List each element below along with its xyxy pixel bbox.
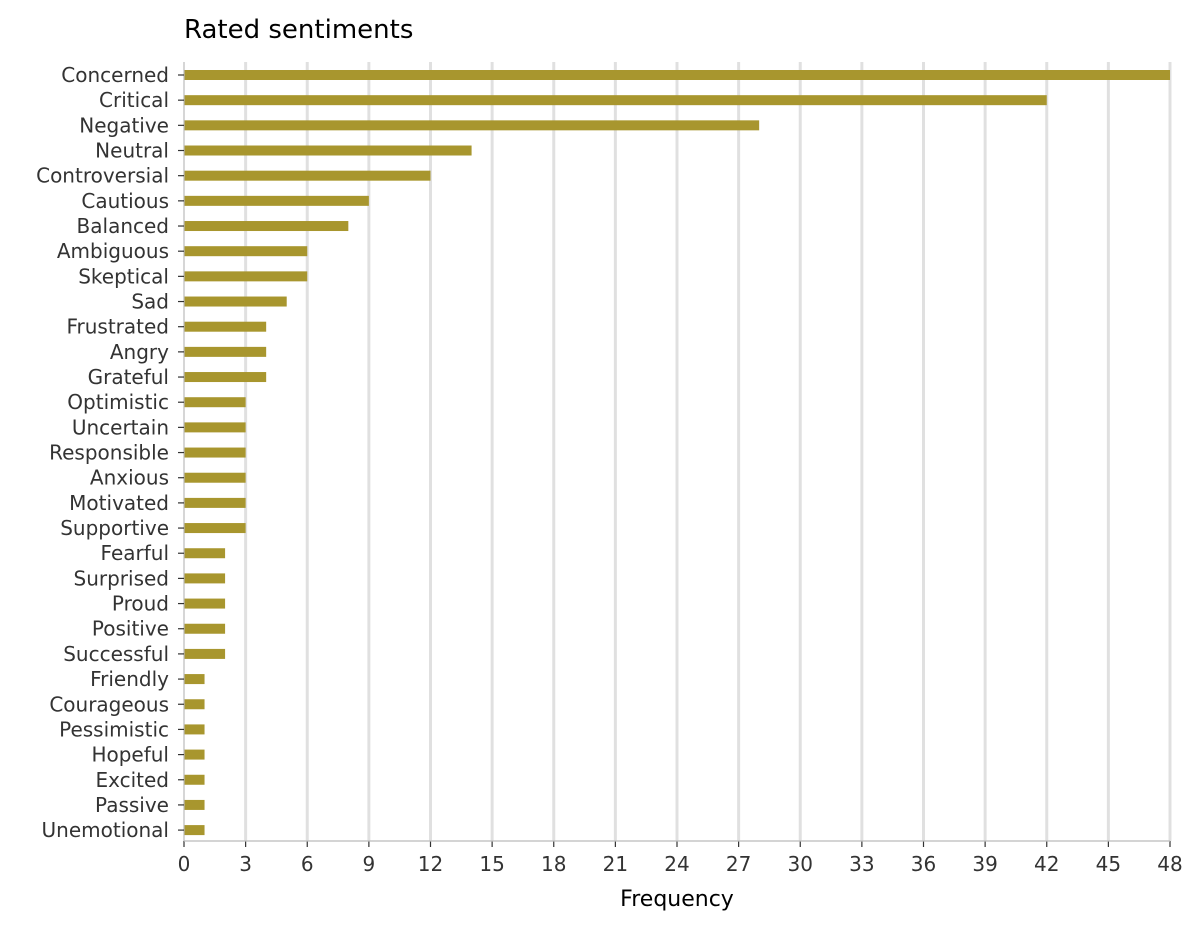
bars bbox=[184, 70, 1170, 836]
category-label: Supportive bbox=[60, 516, 169, 540]
category-label: Skeptical bbox=[78, 264, 169, 288]
category-label: Courageous bbox=[49, 692, 169, 716]
x-tick-label: 9 bbox=[363, 852, 376, 876]
bar bbox=[184, 623, 226, 634]
bar bbox=[184, 195, 369, 206]
category-label: Angry bbox=[110, 340, 169, 364]
category-label: Friendly bbox=[90, 667, 169, 691]
bar bbox=[184, 497, 246, 508]
chart-title: Rated sentiments bbox=[184, 15, 413, 45]
category-label: Balanced bbox=[77, 214, 169, 238]
category-label: Frustrated bbox=[66, 315, 169, 339]
x-tick-label: 27 bbox=[726, 852, 751, 876]
x-tick-label: 21 bbox=[603, 852, 628, 876]
x-tick-label: 30 bbox=[788, 852, 813, 876]
bar bbox=[184, 422, 246, 433]
x-tick-label: 15 bbox=[479, 852, 504, 876]
category-label: Cautious bbox=[81, 189, 169, 213]
bar bbox=[184, 246, 308, 257]
bar bbox=[184, 598, 226, 609]
bar bbox=[184, 548, 226, 559]
category-label: Ambiguous bbox=[57, 239, 169, 263]
x-tick-label: 24 bbox=[664, 852, 689, 876]
bar bbox=[184, 120, 760, 131]
bar bbox=[184, 573, 226, 584]
category-label: Neutral bbox=[95, 139, 169, 163]
bar bbox=[184, 70, 1170, 80]
category-label: Unemotional bbox=[42, 818, 169, 842]
bar bbox=[184, 271, 308, 282]
x-tick-label: 12 bbox=[418, 852, 443, 876]
category-label: Responsible bbox=[49, 441, 169, 465]
bar bbox=[184, 346, 267, 357]
x-tick-label: 42 bbox=[1034, 852, 1059, 876]
bar bbox=[184, 397, 246, 408]
x-tick-label: 33 bbox=[849, 852, 874, 876]
category-label: Surprised bbox=[74, 566, 170, 590]
bar bbox=[184, 749, 205, 760]
grid-lines bbox=[244, 62, 1172, 841]
bar bbox=[184, 472, 246, 483]
x-tick-label: 3 bbox=[239, 852, 252, 876]
bar bbox=[184, 145, 472, 156]
category-label: Pessimistic bbox=[59, 717, 169, 741]
category-label: Fearful bbox=[101, 541, 169, 565]
category-label: Uncertain bbox=[72, 415, 169, 439]
bar bbox=[184, 447, 246, 458]
category-label: Motivated bbox=[69, 491, 169, 515]
category-label: Concerned bbox=[61, 63, 169, 87]
category-label: Sad bbox=[131, 290, 169, 314]
category-label: Controversial bbox=[36, 164, 169, 188]
bar bbox=[184, 774, 205, 785]
bar bbox=[184, 372, 267, 383]
bar bbox=[184, 321, 267, 332]
x-tick-label: 39 bbox=[972, 852, 997, 876]
bar bbox=[184, 648, 226, 659]
bar bbox=[184, 221, 349, 232]
category-label: Successful bbox=[63, 642, 169, 666]
category-label: Negative bbox=[79, 113, 169, 137]
category-label: Excited bbox=[95, 768, 169, 792]
x-tick-label: 0 bbox=[178, 852, 191, 876]
bar bbox=[184, 674, 205, 685]
category-labels: ConcernedCriticalNegativeNeutralControve… bbox=[36, 63, 169, 842]
x-tick-labels: 0 3 6 9 12 15 18 21 24 27 30 33 36 39 42 45 48 bbox=[178, 852, 1183, 876]
bar bbox=[184, 724, 205, 735]
axes bbox=[178, 62, 1171, 847]
category-label: Positive bbox=[92, 617, 169, 641]
category-label: Anxious bbox=[90, 466, 169, 490]
category-label: Grateful bbox=[88, 365, 169, 389]
bar bbox=[184, 799, 205, 810]
bar bbox=[184, 699, 205, 710]
bar bbox=[184, 95, 1047, 106]
x-axis-label: Frequency bbox=[620, 887, 734, 912]
bar bbox=[184, 523, 246, 534]
x-tick-label: 45 bbox=[1096, 852, 1121, 876]
bar bbox=[184, 296, 287, 307]
bar bbox=[184, 825, 205, 836]
category-label: Critical bbox=[99, 88, 169, 112]
bar bbox=[184, 170, 431, 181]
x-tick-label: 18 bbox=[541, 852, 566, 876]
category-label: Optimistic bbox=[67, 390, 169, 414]
category-label: Proud bbox=[112, 592, 169, 616]
x-tick-label: 48 bbox=[1157, 852, 1182, 876]
x-tick-label: 36 bbox=[911, 852, 936, 876]
category-label: Passive bbox=[95, 793, 169, 817]
category-label: Hopeful bbox=[91, 743, 169, 767]
x-tick-label: 6 bbox=[301, 852, 314, 876]
